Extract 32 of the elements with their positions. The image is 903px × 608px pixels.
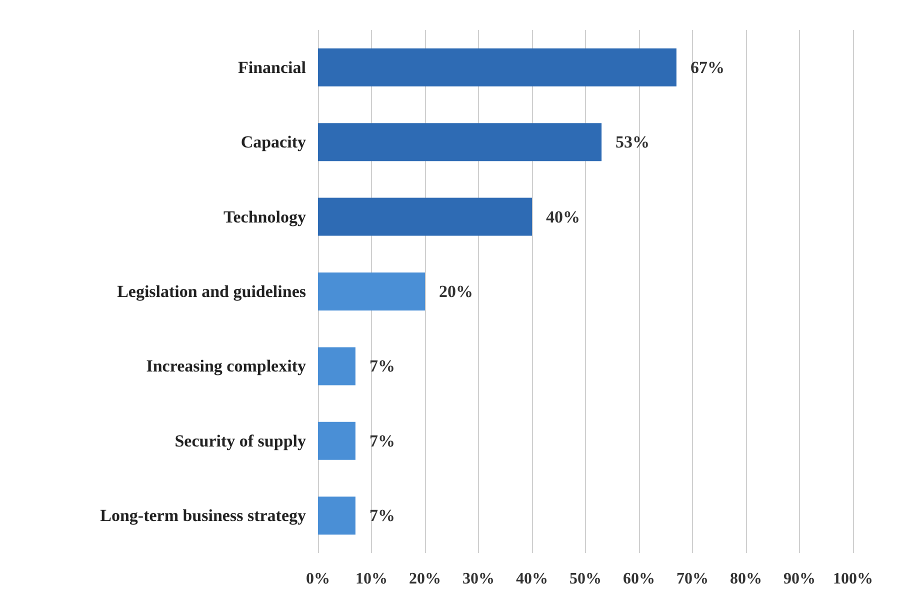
bar — [318, 123, 602, 162]
x-tick-label: 20% — [409, 570, 441, 588]
x-tick-label: 90% — [784, 570, 816, 588]
bar — [318, 198, 532, 236]
y-tick-label: Security of supply — [174, 431, 306, 450]
x-tick-label: 40% — [516, 570, 548, 588]
x-tick-label: 80% — [730, 570, 762, 588]
y-tick-label: Increasing complexity — [146, 356, 306, 376]
y-tick-label: Technology — [223, 207, 306, 226]
bar — [318, 272, 425, 310]
data-label: 7% — [369, 356, 395, 376]
bar — [318, 48, 676, 86]
data-label: 67% — [690, 58, 724, 77]
data-label: 7% — [369, 431, 395, 450]
x-tick-label: 100% — [833, 570, 873, 588]
y-tick-label: Legislation and guidelines — [117, 282, 306, 301]
data-label: 40% — [546, 207, 580, 226]
bar — [318, 347, 356, 386]
x-tick-label: 0% — [306, 570, 330, 588]
x-tick-label: 50% — [570, 570, 602, 588]
x-tick-label: 30% — [462, 570, 494, 588]
y-tick-label: Financial — [238, 58, 306, 77]
data-label: 53% — [616, 132, 650, 152]
y-tick-label: Capacity — [240, 132, 306, 152]
data-label: 7% — [369, 506, 395, 526]
bar — [318, 422, 356, 460]
bar — [318, 496, 356, 535]
x-tick-label: 70% — [676, 570, 708, 588]
y-tick-label: Long-term business strategy — [100, 506, 306, 526]
x-tick-label: 60% — [623, 570, 655, 588]
data-label: 20% — [439, 282, 473, 301]
x-tick-label: 10% — [356, 570, 388, 588]
